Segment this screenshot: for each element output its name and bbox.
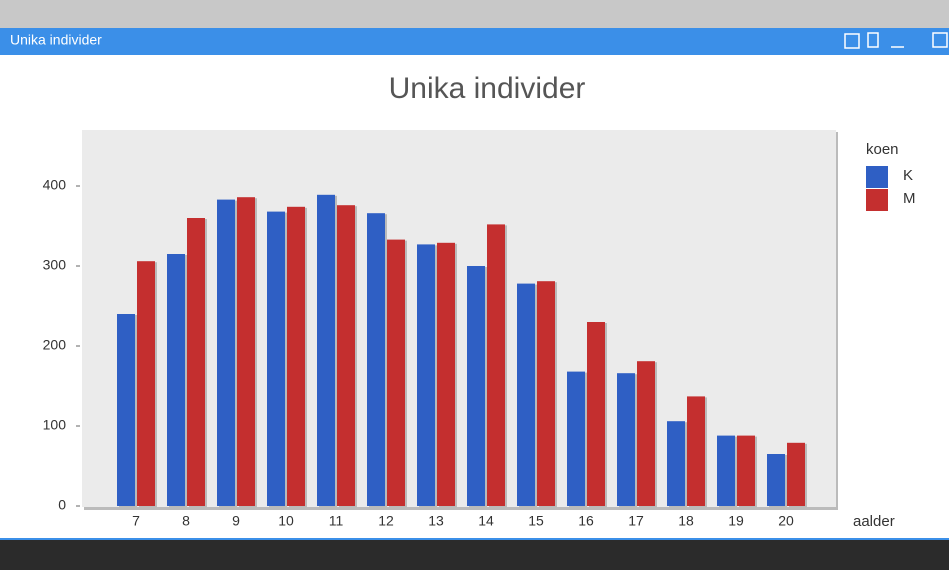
export-icon[interactable] [867, 32, 879, 48]
legend-swatch [866, 189, 888, 211]
x-tick-label: 15 [528, 513, 544, 529]
bar [667, 421, 685, 506]
chart-title: Unika individer [389, 72, 586, 105]
legend-label: K [903, 167, 913, 184]
x-tick-label: 10 [278, 513, 294, 529]
y-tick-label: 200 [43, 337, 67, 353]
bar [617, 373, 635, 506]
bar [767, 454, 785, 506]
bar [487, 224, 505, 506]
x-tick-label: 16 [578, 513, 594, 529]
legend-label: M [903, 190, 916, 207]
bar [437, 242, 455, 507]
maximize-icon[interactable] [932, 32, 948, 48]
print-icon[interactable] [844, 33, 860, 49]
bar [637, 361, 655, 506]
bar [467, 266, 485, 506]
bar [567, 371, 585, 506]
bar [167, 254, 185, 506]
bottom-line [0, 538, 949, 540]
bar [787, 442, 805, 506]
bar [337, 205, 355, 506]
bar [517, 283, 535, 506]
x-tick-label: 13 [428, 513, 444, 529]
bar [717, 435, 735, 506]
plot-area [82, 130, 836, 507]
bar [237, 197, 255, 506]
bottom-bar [0, 538, 949, 570]
bar [287, 206, 305, 507]
window-title-bar [0, 28, 949, 55]
y-tick-label: 300 [43, 257, 67, 273]
bar [387, 239, 405, 506]
x-tick-label: 20 [778, 513, 794, 529]
bar [137, 261, 155, 506]
bar [217, 199, 235, 506]
bar [367, 213, 385, 506]
bar [587, 322, 605, 506]
bar [417, 244, 435, 506]
bar [537, 281, 555, 506]
x-tick-label: 18 [678, 513, 694, 529]
x-tick-label: 19 [728, 513, 744, 529]
window-icons [844, 32, 948, 49]
x-tick-label: 12 [378, 513, 394, 529]
x-axis-label: aalder [853, 513, 895, 530]
bar [117, 314, 135, 506]
top-bar [0, 0, 949, 28]
x-tick-label: 17 [628, 513, 644, 529]
window-title: Unika individer [10, 32, 102, 48]
y-tick-label: 100 [43, 417, 67, 433]
bar [317, 194, 335, 507]
bar [687, 396, 705, 506]
x-tick-label: 7 [132, 513, 140, 529]
x-tick-label: 9 [232, 513, 240, 529]
bar [267, 211, 285, 506]
bar [187, 218, 205, 506]
y-tick-label: 0 [58, 497, 66, 513]
y-tick-label: 400 [43, 177, 67, 193]
x-tick-label: 11 [329, 513, 344, 529]
legend-title: koen [866, 141, 899, 158]
x-tick-label: 8 [182, 513, 190, 529]
x-tick-label: 14 [478, 513, 494, 529]
legend-swatch [866, 166, 888, 188]
bar [737, 435, 755, 506]
